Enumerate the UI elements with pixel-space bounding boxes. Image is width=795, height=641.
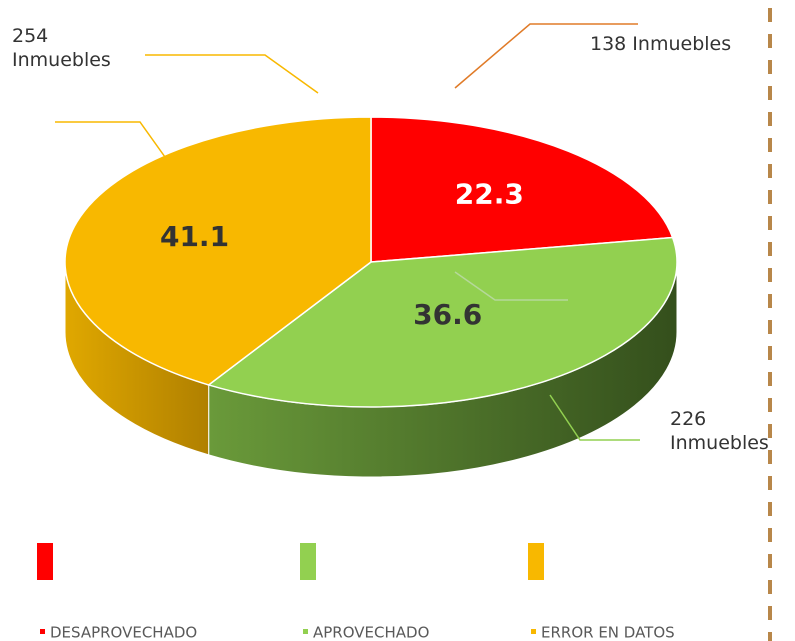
data-label: 22.3 [455,177,524,210]
data-label: 36.6 [413,298,482,331]
annotation: 254 Inmuebles [12,25,111,71]
slice [64,116,372,386]
slice [370,116,674,263]
leader-lines [55,23,640,441]
legend-bullet [303,629,308,634]
legend-label: ERROR EN DATOS [541,624,675,641]
legend-bullet [40,629,45,634]
slice [207,236,678,408]
legend-bullet [531,629,536,634]
legend-swatch [300,543,316,580]
annotation: 226 Inmuebles [670,408,769,454]
legend-label: DESAPROVECHADO [50,624,197,641]
annotation: 138 Inmuebles [590,33,732,55]
legend-swatch [528,543,544,580]
legend-swatch [37,543,53,580]
legend-label: APROVECHADO [313,624,429,641]
legend: DESAPROVECHADO APROVECHADO ERROR EN DATOS [37,543,675,641]
pie: 22.3 36.6 41.1 [64,116,678,478]
data-label: 41.1 [160,220,229,253]
